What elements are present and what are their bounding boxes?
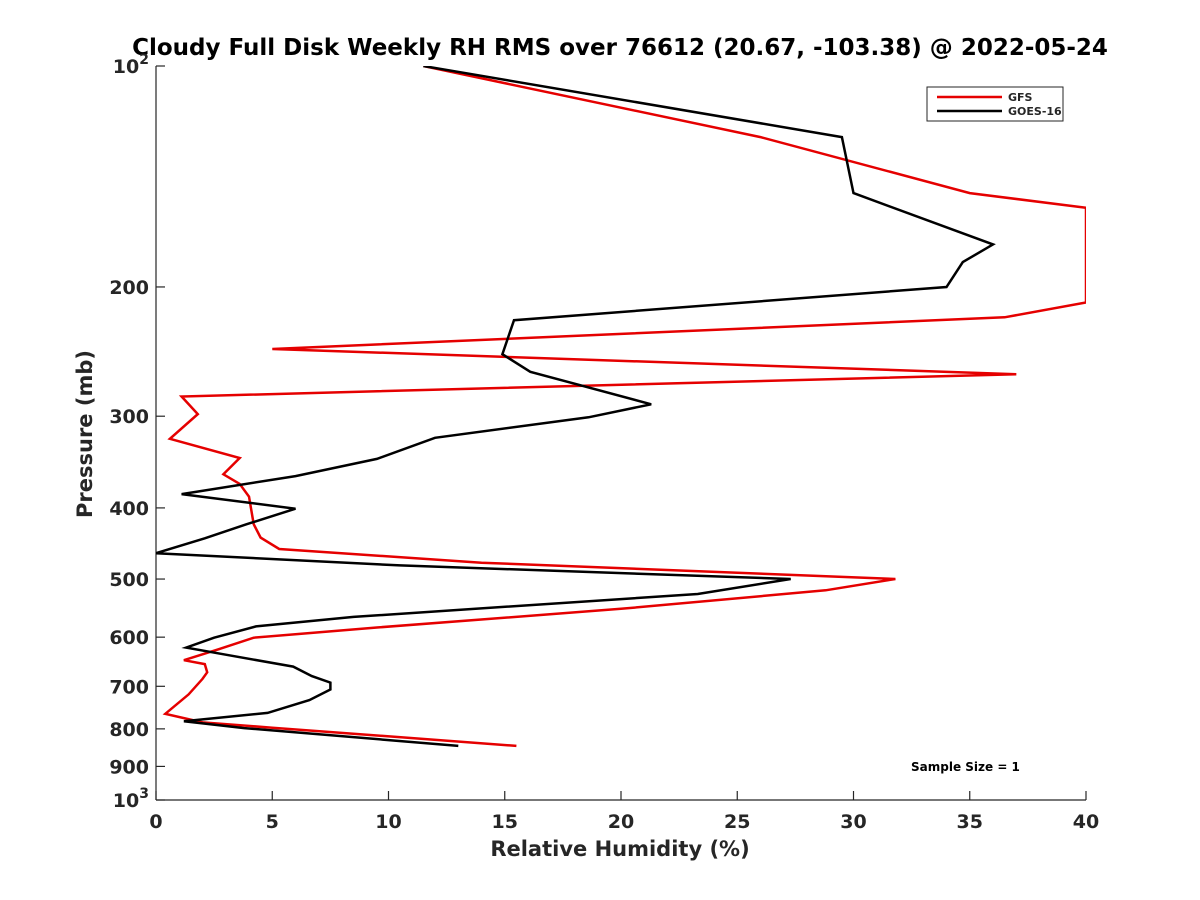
y-tick-label: 200 [109,277,149,299]
series-line-gfs [162,66,1086,748]
plot-area: 0 5 10 15 20 25 30 35 40102200300400500600700800… [109,52,1099,833]
legend-label-gfs: GFS [1008,91,1033,104]
y-tick-label-base: 10 [113,56,139,78]
x-axis-label: Relative Humidity (%) [490,837,749,861]
x-tick-label: 30 [840,811,866,833]
y-tick-label: 300 [109,406,149,428]
x-tick-label: 35 [957,811,983,833]
sample-size-annotation: Sample Size = 1 [911,760,1020,774]
x-tick-label: 0 [149,811,162,833]
y-tick-label-exponent: 3 [139,786,149,802]
chart-title: Cloudy Full Disk Weekly RH RMS over 7661… [132,35,1108,61]
y-tick-label-base: 10 [113,790,139,812]
y-tick-label: 102 [113,52,149,78]
x-tick-label: 25 [724,811,750,833]
series-line-goes-16 [156,66,996,748]
x-tick-label: 5 [266,811,279,833]
legend-label-goes-16: GOES-16 [1008,105,1062,118]
y-tick-label: 900 [109,756,149,778]
y-tick-label: 500 [109,569,149,591]
x-tick-label: 20 [608,811,634,833]
legend: GFS GOES-16 [926,86,1064,122]
y-tick-label: 700 [109,676,149,698]
x-tick-label: 10 [375,811,401,833]
y-tick-label: 600 [109,627,149,649]
y-axis-label: Pressure (mb) [73,350,97,518]
x-tick-label: 15 [492,811,518,833]
y-tick-label: 103 [113,786,149,812]
y-tick-label-exponent: 2 [139,52,149,68]
y-tick-label: 800 [109,719,149,741]
y-tick-label: 400 [109,498,149,520]
x-tick-label: 40 [1073,811,1099,833]
legend-box [926,86,1064,122]
